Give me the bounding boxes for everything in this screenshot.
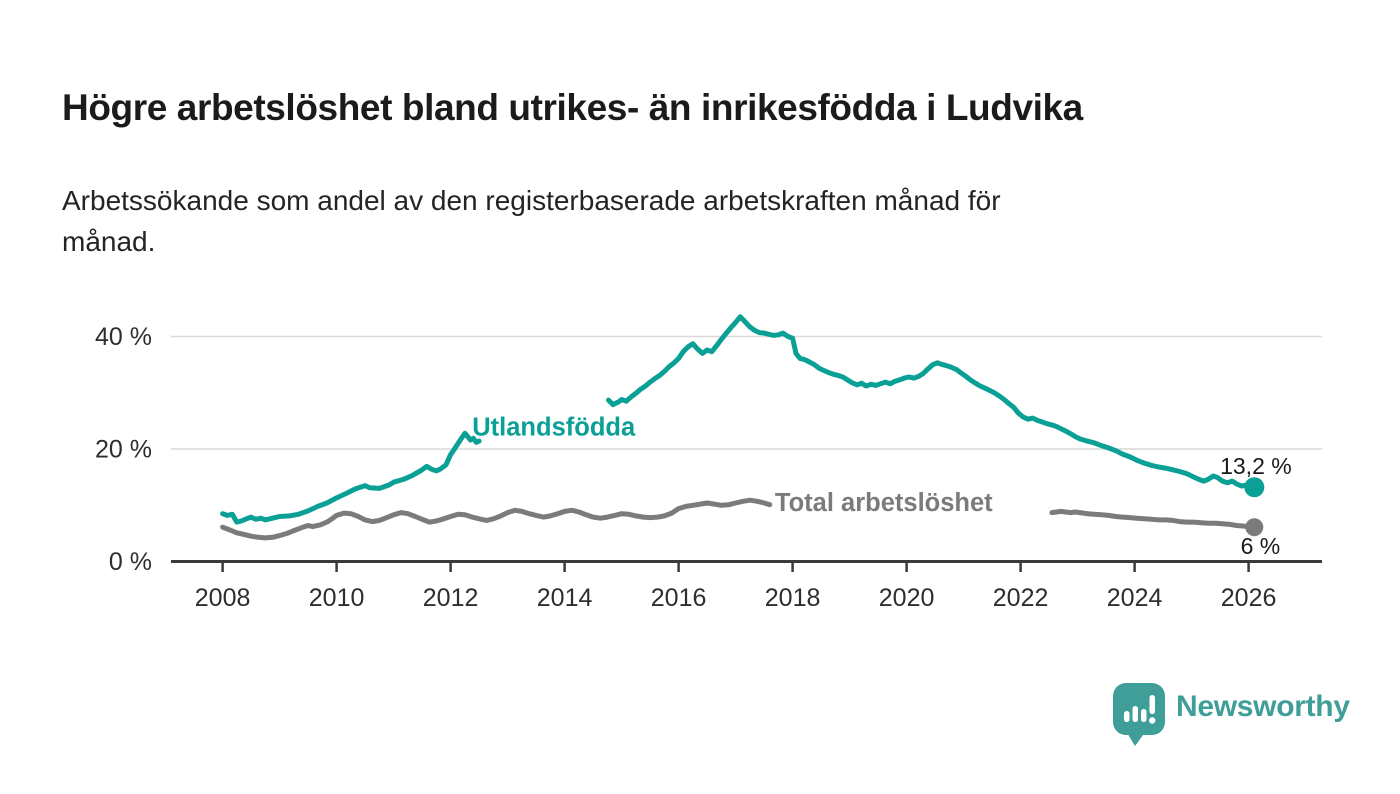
newsworthy-logo-icon <box>1113 683 1165 746</box>
series-label-total: Total arbetslöshet <box>775 489 993 517</box>
newsworthy-logo-text: Newsworthy <box>1176 690 1350 723</box>
chart-subtitle: Arbetssökande som andel av den registerb… <box>62 180 1262 262</box>
y-tick-label: 40 % <box>95 323 152 351</box>
subtitle-line-2: månad. <box>62 226 156 257</box>
x-tick-label: 2008 <box>195 584 251 612</box>
x-tick-label: 2018 <box>765 584 821 612</box>
x-tick-label: 2016 <box>651 584 707 612</box>
series-line-utlandsfodda <box>220 430 482 525</box>
x-tick-label: 2022 <box>993 584 1049 612</box>
series-end-label-total: 6 % <box>1241 533 1281 559</box>
series-line-total <box>220 497 773 541</box>
series-line-utlandsfodda <box>606 314 1256 490</box>
y-tick-label: 0 % <box>109 548 152 576</box>
page-title: Högre arbetslöshet bland utrikes- än inr… <box>62 86 1083 128</box>
series-line-total <box>1049 508 1256 530</box>
y-tick-label: 20 % <box>95 436 152 464</box>
series-end-label-utlandsfodda: 13,2 % <box>1220 453 1292 479</box>
series-end-dot-total <box>1245 518 1264 537</box>
x-tick-label: 2014 <box>537 584 593 612</box>
subtitle-line-1: Arbetssökande som andel av den registerb… <box>62 185 1001 216</box>
series-label-utlandsfodda: Utlandsfödda <box>472 414 636 442</box>
x-tick-label: 2024 <box>1107 584 1163 612</box>
series-end-dot-utlandsfodda <box>1244 477 1265 498</box>
x-tick-label: 2026 <box>1221 584 1277 612</box>
newsworthy-logo: Newsworthy <box>1112 682 1350 748</box>
x-tick-label: 2010 <box>309 584 365 612</box>
x-tick-label: 2020 <box>879 584 935 612</box>
x-tick-label: 2012 <box>423 584 479 612</box>
